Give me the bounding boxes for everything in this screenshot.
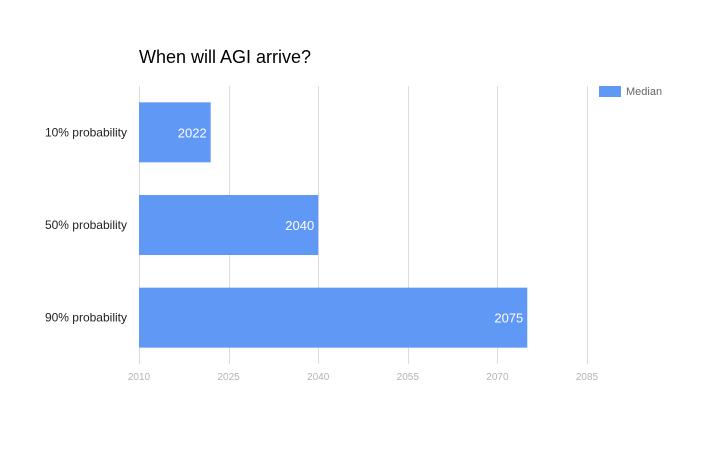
x-tick-label: 2010: [128, 372, 151, 383]
x-tick-label: 2055: [397, 372, 420, 383]
x-axis-tick-labels: 2010 2025 2040 2055 2070 2085: [128, 372, 599, 383]
bar: [139, 195, 319, 255]
bar-data-label: 2075: [494, 311, 523, 326]
legend-label-median: Median: [626, 86, 662, 98]
bar-data-label: 2040: [285, 218, 314, 233]
category-label: 10% probability: [45, 125, 127, 139]
x-tick-label: 2040: [307, 372, 330, 383]
bar-data-label: 2022: [178, 125, 207, 140]
category-label: 50% probability: [45, 218, 127, 232]
x-tick-label: 2085: [576, 372, 599, 383]
bar: [139, 102, 211, 163]
x-tick-label: 2025: [217, 372, 240, 383]
bar: [139, 287, 528, 348]
legend-swatch-median: [599, 86, 621, 97]
bars: 2022 2040 2075: [139, 102, 528, 348]
chart-title: When will AGI arrive?: [139, 47, 311, 67]
category-labels: 10% probability 50% probability 90% probab…: [45, 125, 127, 324]
legend: Median: [599, 86, 662, 98]
category-label: 90% probability: [45, 311, 127, 325]
x-tick-label: 2070: [486, 372, 509, 383]
